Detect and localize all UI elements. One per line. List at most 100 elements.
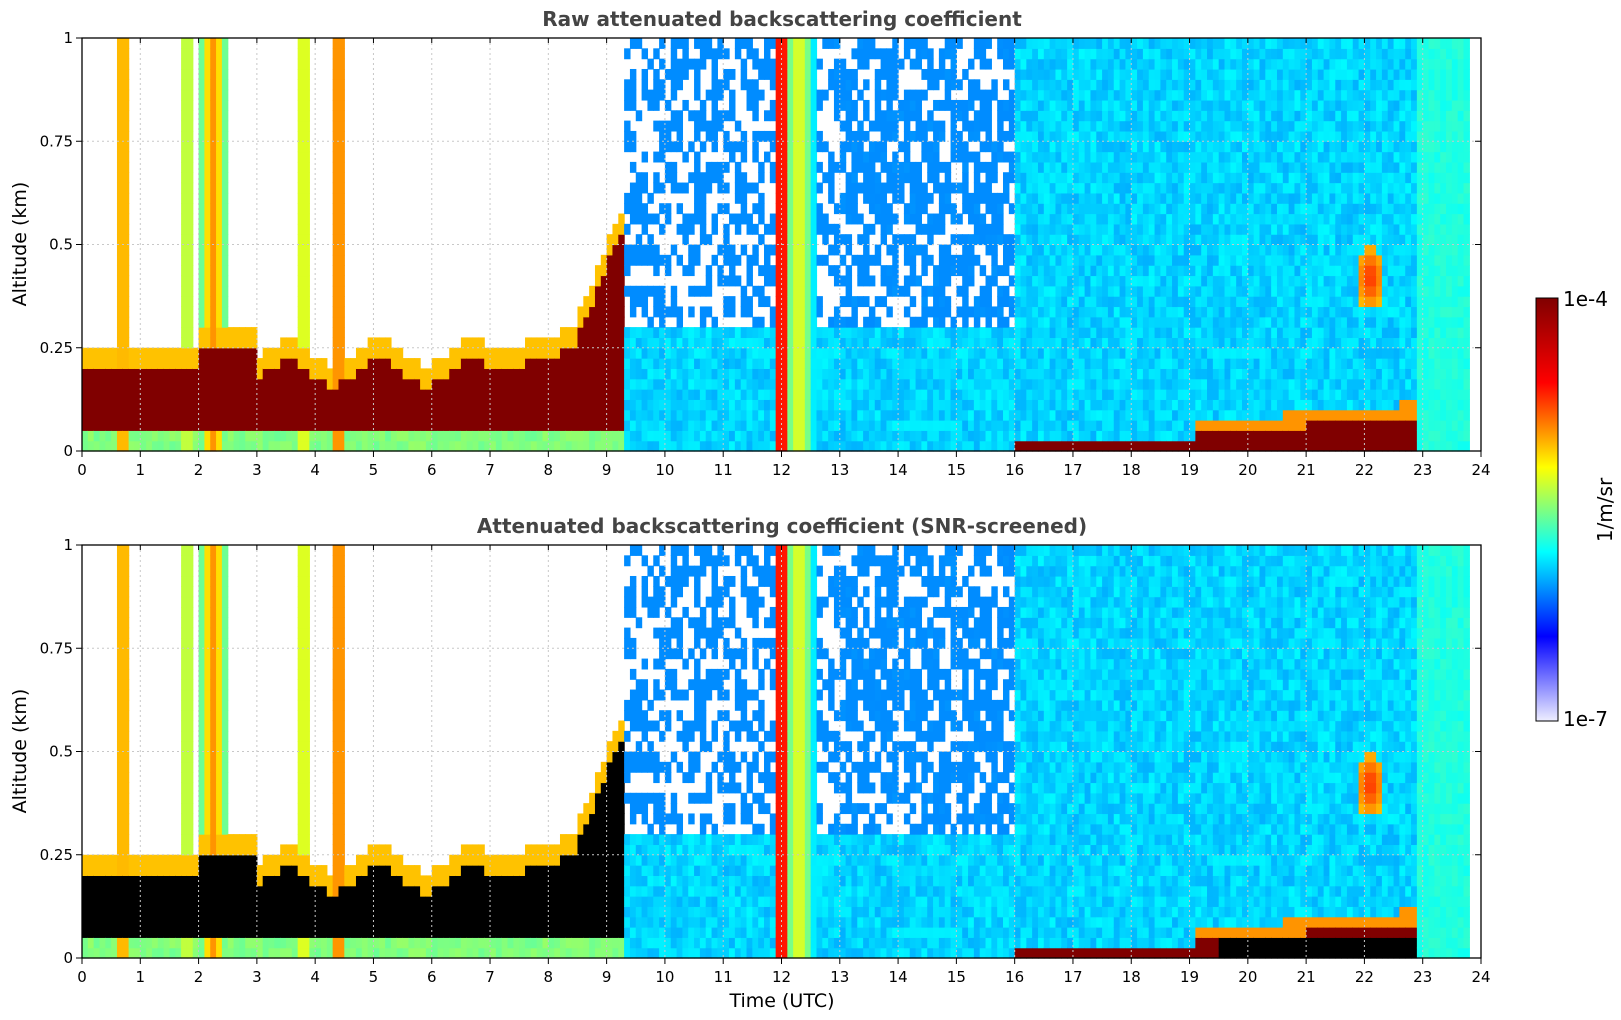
heatmap-cell: [507, 420, 514, 431]
heatmap-cell: [962, 358, 969, 369]
heatmap-cell: [1090, 265, 1097, 277]
heatmap-cell: [221, 296, 229, 308]
heatmap-cell: [624, 130, 631, 142]
heatmap-cell: [647, 347, 654, 359]
heatmap-cell: [1037, 254, 1045, 266]
heatmap-cell: [1107, 213, 1115, 225]
heatmap-cell: [128, 420, 136, 431]
heatmap-cell: [1090, 420, 1097, 431]
heatmap-cell: [705, 285, 713, 297]
heatmap-cell: [793, 430, 800, 442]
heatmap-cell: [1026, 120, 1033, 132]
heatmap-cell: [140, 378, 147, 390]
heatmap-cell: [1137, 213, 1144, 225]
heatmap-cell: [1142, 306, 1150, 318]
heatmap-cell: [565, 440, 573, 452]
heatmap-cell: [542, 399, 549, 411]
heatmap-cell: [1102, 172, 1109, 184]
heatmap-cell: [140, 399, 147, 411]
heatmap-cell: [1148, 151, 1156, 163]
heatmap-cell: [303, 89, 310, 101]
heatmap-cell: [863, 254, 870, 266]
heatmap-cell: [752, 337, 759, 349]
heatmap-cell: [1189, 337, 1196, 349]
heatmap-cell: [927, 151, 934, 163]
heatmap-cell: [1003, 265, 1010, 277]
heatmap-cell: [93, 368, 101, 380]
heatmap-cell: [1113, 389, 1121, 400]
heatmap-cell: [338, 285, 345, 297]
heatmap-cell: [122, 409, 130, 421]
heatmap-cell: [898, 234, 905, 246]
heatmap-cell: [1247, 285, 1255, 297]
heatmap-cell: [775, 182, 783, 194]
heatmap-cell: [274, 389, 281, 400]
heatmap-cell: [839, 99, 847, 111]
heatmap-cell: [938, 58, 946, 70]
heatmap-cell: [221, 420, 229, 431]
heatmap-cell: [1072, 368, 1080, 380]
heatmap-cell: [221, 337, 229, 349]
heatmap-cell: [344, 389, 351, 400]
heatmap-cell: [1230, 265, 1237, 277]
heatmap-cell: [997, 409, 1004, 421]
heatmap-cell: [303, 347, 310, 359]
heatmap-cell: [606, 389, 614, 400]
heatmap-cell: [373, 378, 380, 390]
heatmap-cell: [181, 192, 188, 204]
heatmap-cell: [921, 223, 928, 235]
heatmap-cell: [198, 182, 206, 194]
heatmap-cell: [1242, 347, 1249, 359]
heatmap-cell: [256, 358, 264, 369]
heatmap-cell: [1195, 141, 1202, 153]
heatmap-cell: [705, 89, 713, 101]
heatmap-cell: [1049, 141, 1057, 153]
heatmap-cell: [303, 223, 310, 235]
heatmap-cell: [787, 337, 794, 349]
heatmap-cell: [1195, 378, 1202, 390]
heatmap-cell: [309, 430, 316, 442]
heatmap-cell: [1177, 58, 1185, 70]
heatmap-cell: [1142, 223, 1150, 235]
heatmap-cell: [1084, 285, 1092, 297]
heatmap-cell: [653, 409, 660, 421]
heatmap-cell: [198, 151, 206, 163]
heatmap-cell: [455, 368, 462, 380]
heatmap-cell: [764, 409, 771, 421]
heatmap-cell: [1084, 234, 1092, 246]
heatmap-cell: [1212, 89, 1220, 101]
heatmap-cell: [903, 420, 911, 431]
heatmap-cell: [985, 440, 992, 452]
heatmap-cell: [938, 306, 946, 318]
heatmap-cell: [1032, 378, 1039, 390]
heatmap-cell: [863, 223, 870, 235]
heatmap-cell: [921, 399, 928, 411]
heatmap-cell: [297, 316, 305, 328]
heatmap-cell: [286, 430, 293, 442]
heatmap-cell: [874, 244, 882, 256]
heatmap-cell: [1043, 172, 1051, 184]
heatmap-cell: [798, 440, 806, 452]
heatmap-cell: [245, 389, 252, 400]
heatmap-cell: [1131, 430, 1138, 442]
heatmap-cell: [274, 440, 281, 452]
heatmap-cell: [1055, 306, 1062, 318]
heatmap-cell: [886, 368, 893, 380]
heatmap-cell: [204, 172, 211, 184]
heatmap-cell: [425, 378, 433, 390]
heatmap-cell: [1008, 58, 1016, 70]
heatmap-cell: [472, 440, 479, 452]
heatmap-cell: [122, 265, 130, 277]
heatmap-cell: [845, 368, 853, 380]
heatmap-cell: [82, 368, 89, 380]
heatmap-cell: [816, 378, 823, 390]
heatmap-cell: [355, 368, 363, 380]
heatmap-cell: [1032, 223, 1039, 235]
heatmap-cell: [793, 244, 800, 256]
heatmap-cell: [1148, 399, 1156, 411]
heatmap-cell: [501, 358, 509, 369]
heatmap-cell: [729, 99, 736, 111]
heatmap-cell: [717, 347, 724, 359]
heatmap-cell: [670, 285, 678, 297]
heatmap-cell: [810, 151, 818, 163]
